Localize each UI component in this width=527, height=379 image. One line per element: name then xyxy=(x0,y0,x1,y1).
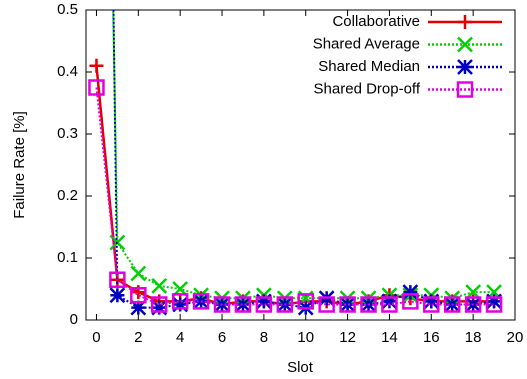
marker xyxy=(151,299,168,316)
y-tick-label: 0.1 xyxy=(57,249,78,266)
marker xyxy=(213,296,231,313)
series-line xyxy=(95,87,495,306)
marker xyxy=(381,293,398,310)
marker xyxy=(360,296,377,313)
marker xyxy=(423,293,440,310)
y-tick-label: 0.2 xyxy=(57,187,78,204)
marker xyxy=(402,284,419,300)
marker xyxy=(171,293,189,310)
marker xyxy=(443,296,461,313)
marker xyxy=(297,293,314,310)
marker xyxy=(486,293,502,310)
legend-label: Collaborative xyxy=(332,13,420,30)
marker xyxy=(151,278,168,294)
marker xyxy=(130,286,147,304)
x-tick-label: 0 xyxy=(92,329,100,346)
y-axis-label: Failure Rate [%] xyxy=(11,111,28,219)
legend-label: Shared Average xyxy=(313,35,420,52)
marker xyxy=(235,296,251,313)
marker xyxy=(89,58,104,73)
marker xyxy=(234,296,252,313)
x-tick-label: 12 xyxy=(339,329,356,346)
x-tick-label: 8 xyxy=(260,329,268,346)
marker xyxy=(192,293,210,310)
marker xyxy=(318,296,335,313)
marker xyxy=(130,299,147,316)
marker xyxy=(150,296,168,313)
marker xyxy=(402,293,419,310)
plot-frame xyxy=(85,9,516,321)
x-tick-label: 18 xyxy=(465,329,482,346)
marker xyxy=(109,271,126,288)
marker xyxy=(381,296,398,313)
x-tick-label: 6 xyxy=(218,329,226,346)
x-tick-label: 16 xyxy=(423,329,440,346)
x-tick-label: 4 xyxy=(176,329,184,346)
marker xyxy=(423,296,440,313)
y-tick-label: 0 xyxy=(70,311,78,328)
legend-label: Shared Drop-off xyxy=(314,80,421,97)
x-tick-label: 14 xyxy=(381,329,398,346)
marker xyxy=(457,59,473,75)
marker xyxy=(485,296,503,313)
legend-label: Shared Median xyxy=(318,58,420,75)
marker xyxy=(458,15,472,29)
marker xyxy=(109,287,126,304)
marker xyxy=(464,296,482,313)
plot-area xyxy=(88,10,503,316)
series-line xyxy=(112,10,495,309)
y-tick-label: 0.3 xyxy=(57,125,78,142)
marker xyxy=(457,36,473,53)
y-tick-label: 0.4 xyxy=(57,63,78,80)
marker xyxy=(456,81,474,98)
y-tick-label: 0.5 xyxy=(57,1,78,18)
x-tick-label: 2 xyxy=(134,329,142,346)
marker xyxy=(276,296,294,313)
marker xyxy=(88,79,105,96)
marker xyxy=(255,293,272,310)
series-line xyxy=(95,65,495,306)
marker xyxy=(130,265,147,282)
marker xyxy=(172,296,189,313)
x-tick-label: 20 xyxy=(507,329,524,346)
x-tick-label: 10 xyxy=(297,329,314,346)
marker xyxy=(339,296,356,313)
marker xyxy=(339,296,356,313)
series-line xyxy=(112,10,495,300)
x-axis-label: Slot xyxy=(287,359,314,376)
marker xyxy=(255,296,273,313)
